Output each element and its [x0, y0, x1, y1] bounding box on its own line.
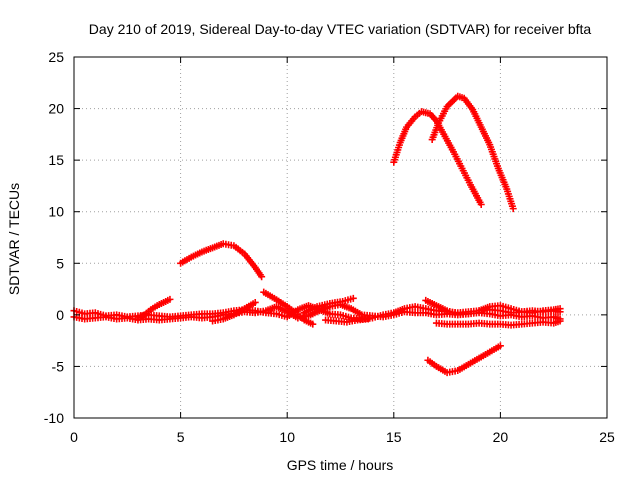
- series-offset-neg: [432, 317, 564, 329]
- y-axis-label: SDTVAR / TECUs: [6, 183, 22, 295]
- y-tick-label: -5: [52, 358, 65, 374]
- data-point: [309, 320, 317, 328]
- series-big-arc-1: [390, 108, 485, 208]
- series-group: [70, 92, 564, 377]
- data-point: [509, 205, 517, 213]
- data-point: [166, 295, 174, 303]
- series-big-arc-2: [428, 92, 517, 213]
- chart-title: Day 210 of 2019, Sidereal Day-to-day VTE…: [89, 21, 592, 37]
- data-point: [349, 294, 357, 302]
- y-tick-label: 5: [56, 255, 64, 271]
- data-point: [258, 273, 266, 281]
- data-point: [464, 310, 472, 318]
- series-right-arc: [422, 296, 472, 318]
- series-hump-5to9: [177, 240, 266, 281]
- data-point: [556, 305, 564, 313]
- x-tick-label: 10: [279, 429, 295, 445]
- data-point: [496, 342, 504, 350]
- y-tick-label: 20: [48, 101, 64, 117]
- x-axis-label: GPS time / hours: [287, 457, 394, 473]
- x-tick-label: 20: [493, 429, 509, 445]
- x-tick-label: 25: [599, 429, 615, 445]
- grid: [74, 57, 607, 418]
- plot-frame: [73, 56, 608, 419]
- data-point: [364, 315, 372, 323]
- axis-ticks: 0 5 10 15 20 25 -10 -5 0 5 10 15 20 25: [44, 49, 615, 445]
- x-tick-label: 0: [70, 429, 78, 445]
- series-arc-11: [300, 294, 357, 317]
- y-tick-label: 25: [48, 49, 64, 65]
- series-bump-early: [134, 295, 174, 322]
- series-right-upper: [475, 302, 564, 317]
- series-arc-9: [260, 288, 317, 328]
- series-low-12: [322, 315, 372, 326]
- data-point: [477, 200, 485, 208]
- x-tick-label: 15: [386, 429, 402, 445]
- y-tick-label: 15: [48, 152, 64, 168]
- data-point: [556, 317, 564, 325]
- y-tick-label: -10: [44, 410, 64, 426]
- x-tick-label: 5: [177, 429, 185, 445]
- series-dip-mid: [209, 298, 259, 325]
- data-point: [251, 298, 259, 306]
- series-neg-dip: [424, 342, 504, 377]
- y-tick-label: 0: [56, 307, 64, 323]
- y-tick-label: 10: [48, 204, 64, 220]
